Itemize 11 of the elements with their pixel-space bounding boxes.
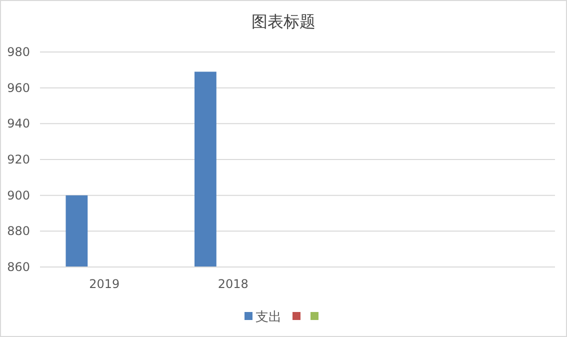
y-tick-label: 980 bbox=[7, 45, 30, 59]
chart-title: 图表标题 bbox=[252, 12, 316, 31]
y-tick-label: 920 bbox=[7, 152, 30, 166]
x-tick-label: 2019 bbox=[89, 277, 120, 291]
x-tick-label: 2018 bbox=[218, 277, 248, 291]
y-tick-label: 960 bbox=[7, 80, 30, 95]
legend-label: 支出 bbox=[256, 310, 282, 325]
y-tick-label: 900 bbox=[7, 188, 30, 202]
y-tick-label: 880 bbox=[7, 224, 30, 238]
y-tick-label: 860 bbox=[7, 260, 30, 274]
y-tick-label: 940 bbox=[7, 116, 30, 131]
